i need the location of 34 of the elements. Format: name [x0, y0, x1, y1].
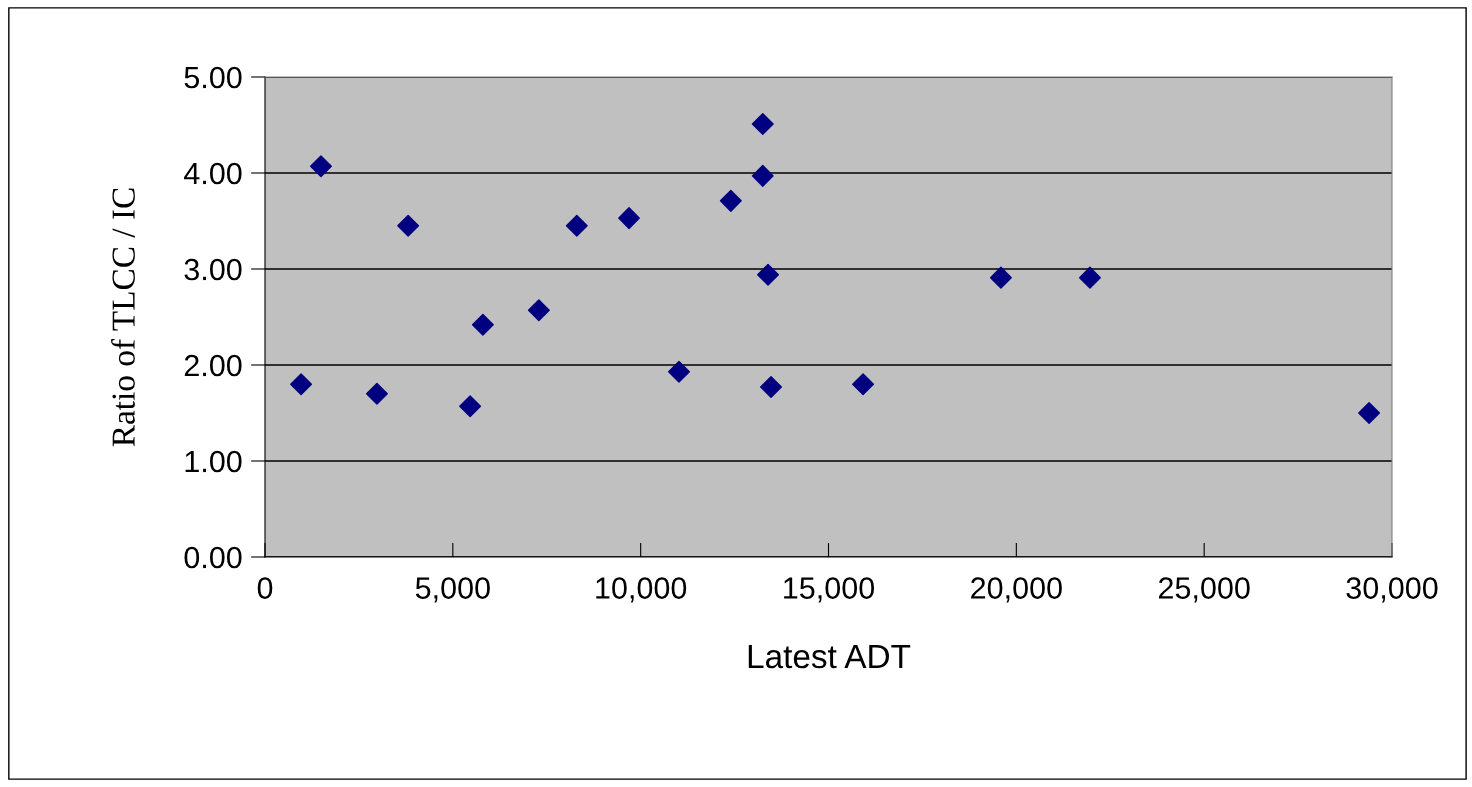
x-tick-label: 25,000: [1158, 577, 1250, 603]
point: [667, 360, 690, 383]
point: [989, 266, 1012, 289]
point: [290, 373, 313, 396]
point: [751, 113, 774, 136]
x-tick-label: 30,000: [1346, 577, 1438, 603]
point: [760, 376, 783, 399]
point: [1078, 266, 1101, 289]
x-tick-label: 15,000: [784, 577, 875, 603]
point: [397, 214, 420, 237]
point: [459, 395, 482, 418]
y-tick-label: 4.00: [184, 162, 242, 185]
point: [618, 207, 641, 230]
point: [751, 164, 774, 187]
y-tick-label: 3.00: [184, 258, 242, 281]
point: [527, 299, 550, 322]
point: [565, 214, 588, 237]
y-tick-label: 5.00: [184, 66, 242, 89]
point: [1358, 402, 1381, 424]
x-tick-label: 5,000: [415, 577, 490, 603]
y-tick-label: 0.00: [184, 546, 242, 569]
point: [471, 313, 494, 336]
y-tick-label: 1.00: [185, 450, 242, 473]
x-tick-label: 0: [257, 577, 273, 599]
point: [365, 382, 388, 405]
point: [719, 189, 742, 212]
point: [852, 373, 875, 396]
x-axis-title: Latest ADT: [748, 645, 911, 669]
x-tick-label: 10,000: [596, 577, 687, 603]
y-tick-label: 2.00: [184, 354, 242, 377]
y-axis-title: Ratio of TLCC / IC: [111, 188, 135, 447]
point: [757, 263, 780, 286]
x-tick-label: 20,000: [971, 577, 1062, 603]
point: [309, 155, 332, 178]
